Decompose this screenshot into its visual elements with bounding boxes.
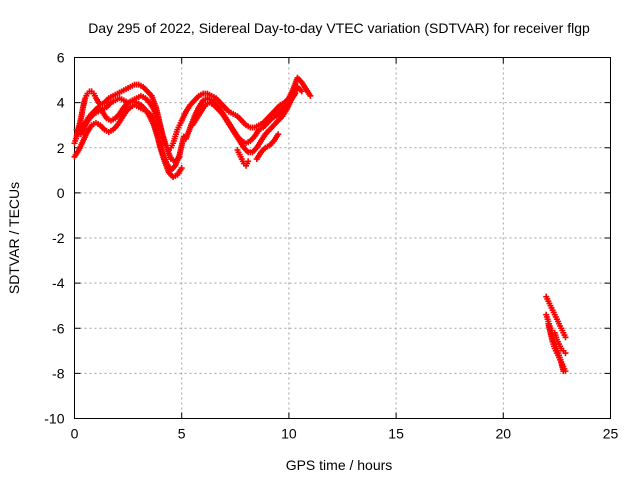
- x-tick-label: 15: [388, 426, 404, 442]
- y-axis-label: SDTVAR / TECUs: [6, 182, 22, 294]
- x-tick-labels: 0 5 10 15 20 25: [71, 426, 619, 442]
- data-points: [71, 74, 569, 375]
- x-tick-label: 0: [71, 426, 79, 442]
- y-tick-label: 0: [57, 185, 65, 201]
- y-tick-label: -4: [52, 275, 65, 291]
- data-point-marker: [178, 165, 185, 172]
- data-point-marker: [245, 158, 252, 165]
- data-point-marker: [275, 131, 282, 138]
- data-point-marker: [562, 350, 569, 357]
- axis-ticks: [74, 57, 611, 419]
- x-tick-label: 25: [603, 426, 619, 442]
- y-tick-label: -10: [44, 411, 64, 427]
- y-tick-label: 2: [57, 140, 65, 156]
- y-tick-labels: -10 -8 -6 -4 -2 0 2 4 6: [44, 50, 64, 427]
- chart-title: Day 295 of 2022, Sidereal Day-to-day VTE…: [88, 20, 590, 36]
- y-tick-label: -2: [52, 230, 65, 246]
- x-tick-label: 20: [496, 426, 512, 442]
- x-tick-label: 10: [281, 426, 297, 442]
- data-point-marker: [292, 90, 299, 97]
- data-point-marker: [560, 368, 567, 375]
- grid-lines: [74, 57, 611, 419]
- x-tick-label: 5: [178, 426, 186, 442]
- y-tick-label: -8: [52, 365, 65, 381]
- data-point-marker: [307, 92, 314, 99]
- y-tick-label: -6: [52, 320, 65, 336]
- x-axis-label: GPS time / hours: [286, 457, 393, 473]
- y-tick-label: 4: [57, 95, 65, 111]
- y-tick-label: 6: [57, 50, 65, 66]
- data-point-marker: [562, 334, 569, 341]
- data-point-marker: [298, 88, 305, 95]
